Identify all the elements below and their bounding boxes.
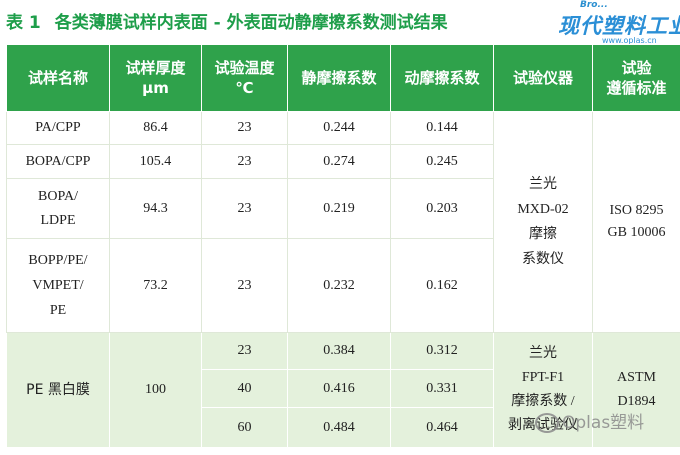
- watermark: Oplas塑料: [535, 408, 644, 433]
- table-row: PE 黑白膜 100 23 0.384 0.312 兰光 FPT-F1 摩擦系数…: [6, 332, 680, 448]
- cell-dynamic: 0.203: [390, 178, 494, 239]
- table-header-row: 试样名称 试样厚度 μm 试验温度 ℃ 静摩擦系数 动摩擦系数 试验仪器 试验 …: [6, 44, 680, 112]
- cell-dynamic: 0.144: [390, 111, 494, 145]
- table-row: PA/CPP 86.4 23 0.244 0.144 兰光 MXD-02 摩擦 …: [6, 111, 680, 333]
- cell-standard-group2: ASTM D1894: [592, 332, 680, 448]
- logo-brand-small: Bro...: [580, 0, 608, 10]
- cell-dynamic: 0.245: [390, 144, 494, 179]
- cell-sample: BOPA/ LDPE: [6, 178, 110, 239]
- cell-instrument-group1: 兰光 MXD-02 摩擦 系数仪: [493, 111, 593, 333]
- watermark-text: Oplas塑料: [562, 413, 645, 433]
- cell-standard-group1: ISO 8295 GB 10006: [592, 111, 680, 333]
- cell-static: 0.416: [287, 369, 391, 408]
- logo-name: 现代塑料工业: [558, 14, 680, 38]
- cell-dynamic: 0.162: [390, 238, 494, 333]
- header-sample: 试样名称: [6, 44, 110, 112]
- header-static-coefficient: 静摩擦系数: [287, 44, 391, 112]
- cell-temperature: 23: [201, 144, 288, 179]
- results-table: 试样名称 试样厚度 μm 试验温度 ℃ 静摩擦系数 动摩擦系数 试验仪器 试验 …: [6, 44, 680, 448]
- cell-static: 0.484: [287, 407, 391, 448]
- cell-temperature: 23: [201, 111, 288, 145]
- cell-sample: BOPP/PE/ VMPET/ PE: [6, 238, 110, 333]
- cell-static: 0.274: [287, 144, 391, 179]
- table-row: BOPA/ LDPE 94.3 23 0.219 0.203: [6, 178, 680, 239]
- cell-sample: BOPA/CPP: [6, 144, 110, 179]
- cell-temperature: 60: [201, 407, 288, 448]
- publisher-logo: Bro... 现代塑料工业 www.oplas.cn: [558, 0, 680, 48]
- cell-thickness: 73.2: [109, 238, 202, 333]
- cell-static: 0.384: [287, 332, 391, 370]
- header-instrument: 试验仪器: [493, 44, 593, 112]
- logo-url: www.oplas.cn: [602, 36, 657, 45]
- cell-thickness: 105.4: [109, 144, 202, 179]
- cell-thickness: 86.4: [109, 111, 202, 145]
- header-dynamic-coefficient: 动摩擦系数: [390, 44, 494, 112]
- cell-static: 0.232: [287, 238, 391, 333]
- cell-temperature: 23: [201, 332, 288, 370]
- cell-dynamic: 0.331: [390, 369, 494, 408]
- cell-thickness: 94.3: [109, 178, 202, 239]
- cell-temperature: 23: [201, 178, 288, 239]
- cell-temperature: 23: [201, 238, 288, 333]
- table-row: BOPA/CPP 105.4 23 0.274 0.245: [6, 144, 680, 179]
- table-row: BOPP/PE/ VMPET/ PE 73.2 23 0.232 0.162: [6, 238, 680, 333]
- header-standard: 试验 遵循标准: [592, 44, 680, 112]
- cell-dynamic: 0.312: [390, 332, 494, 370]
- header-temperature: 试验温度 ℃: [201, 44, 288, 112]
- cell-thickness-group2: 100: [109, 332, 202, 448]
- table-row: 60 0.484 0.464: [7, 407, 680, 448]
- wechat-icon: [535, 413, 559, 433]
- table-row: 40 0.416 0.331: [7, 369, 680, 408]
- cell-static: 0.244: [287, 111, 391, 145]
- table-title: 表 1 各类薄膜试样内表面 - 外表面动静摩擦系数测试结果: [6, 8, 448, 33]
- table-title-text: 各类薄膜试样内表面 - 外表面动静摩擦系数测试结果: [54, 13, 448, 33]
- cell-sample-group2: PE 黑白膜: [6, 332, 110, 448]
- cell-sample: PA/CPP: [6, 111, 110, 145]
- cell-temperature: 40: [201, 369, 288, 408]
- cell-static: 0.219: [287, 178, 391, 239]
- table-number: 表 1: [6, 13, 41, 33]
- cell-dynamic: 0.464: [390, 407, 494, 448]
- header-thickness: 试样厚度 μm: [109, 44, 202, 112]
